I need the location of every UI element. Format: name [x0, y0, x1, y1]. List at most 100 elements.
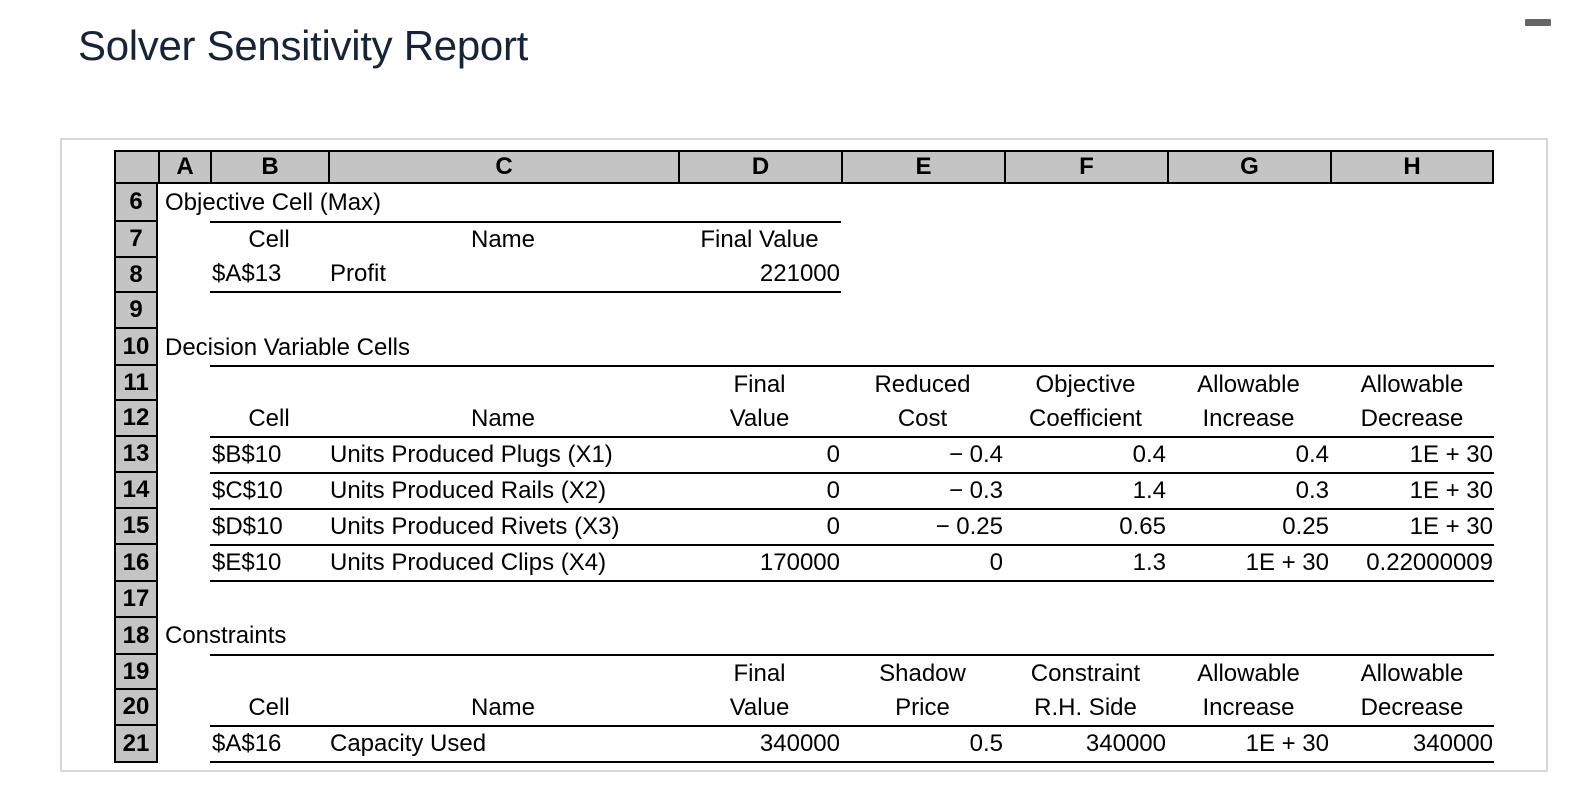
- decision-bottom-rule: [210, 580, 1494, 582]
- column-header-c[interactable]: C: [328, 150, 678, 184]
- objective-header-final-value: Final Value: [700, 226, 819, 253]
- decision-row-3-inc[interactable]: 0.25: [1282, 513, 1329, 540]
- decision-row-3-cell[interactable]: $D$10: [212, 513, 283, 540]
- objective-header-name: Name: [470, 226, 536, 253]
- constraints-header-increase: Increase: [1202, 694, 1295, 721]
- constraint-row-1-rhs[interactable]: 340000: [1085, 730, 1166, 757]
- decision-header-final: Final: [733, 371, 786, 398]
- constraints-header-rhs: R.H. Side: [1034, 694, 1137, 721]
- decision-header-cell: Cell: [248, 405, 290, 432]
- column-header-a[interactable]: A: [158, 150, 210, 184]
- decision-header-coefficient: Coefficient: [1029, 405, 1142, 432]
- decision-row-2-reduced[interactable]: − 0.3: [948, 477, 1003, 504]
- section-objective-title: Objective Cell (Max): [165, 189, 382, 216]
- row-header-15[interactable]: 15: [114, 509, 158, 545]
- row-header-14[interactable]: 14: [114, 473, 158, 509]
- decision-header-allowable-inc: Allowable: [1197, 371, 1300, 398]
- decision-row-2-final[interactable]: 0: [826, 477, 840, 504]
- row-header-7[interactable]: 7: [114, 222, 158, 258]
- decision-row-4-dec[interactable]: 0.22000009: [1366, 549, 1493, 576]
- row-header-21[interactable]: 21: [114, 726, 158, 763]
- row-header-16[interactable]: 16: [114, 545, 158, 582]
- constraints-header-price: Price: [895, 694, 950, 721]
- row-header-18[interactable]: 18: [114, 618, 158, 655]
- constraints-top-rule: [210, 654, 1494, 656]
- decision-row-1-name[interactable]: Units Produced Plugs (X1): [330, 441, 613, 468]
- constraint-row-1-dec[interactable]: 340000: [1412, 730, 1493, 757]
- decision-row-1-final[interactable]: 0: [826, 441, 840, 468]
- section-constraints-title: Constraints: [165, 622, 287, 649]
- objective-final-value[interactable]: 221000: [759, 260, 840, 287]
- decision-header-name: Name: [470, 405, 536, 432]
- page-title: Solver Sensitivity Report: [78, 22, 529, 69]
- decision-row-2-cell[interactable]: $C$10: [212, 477, 283, 504]
- constraints-header-shadow: Shadow: [879, 660, 966, 687]
- decision-row-4-final[interactable]: 170000: [759, 549, 840, 576]
- decision-row-3-final[interactable]: 0: [826, 513, 840, 540]
- decision-row-3-coef[interactable]: 0.65: [1119, 513, 1166, 540]
- column-header-g[interactable]: G: [1167, 150, 1330, 184]
- decision-header-rule: [210, 436, 1494, 438]
- decision-header-reduced: Reduced: [874, 371, 971, 398]
- decision-row-4-name[interactable]: Units Produced Clips (X4): [330, 549, 607, 576]
- constraints-header-cell: Cell: [248, 694, 290, 721]
- decision-row-1-reduced[interactable]: − 0.4: [948, 441, 1003, 468]
- report-frame: [60, 138, 1548, 772]
- constraints-header-final: Final: [733, 660, 786, 687]
- column-header-f[interactable]: F: [1004, 150, 1167, 184]
- objective-bottom-rule: [210, 291, 841, 293]
- decision-row-4-coef[interactable]: 1.3: [1132, 549, 1166, 576]
- decision-row-3-dec[interactable]: 1E + 30: [1409, 513, 1493, 540]
- decision-header-allowable-dec: Allowable: [1360, 371, 1464, 398]
- decision-row-1-coef[interactable]: 0.4: [1132, 441, 1166, 468]
- row-header-20[interactable]: 20: [114, 690, 158, 726]
- column-header-b[interactable]: B: [210, 150, 328, 184]
- decision-header-increase: Increase: [1202, 405, 1295, 432]
- constraints-header-constraint: Constraint: [1030, 660, 1141, 687]
- column-header-h[interactable]: H: [1330, 150, 1494, 184]
- column-header-e[interactable]: E: [841, 150, 1004, 184]
- decision-row-4-cell[interactable]: $E$10: [212, 549, 282, 576]
- objective-cell-ref[interactable]: $A$13: [212, 260, 282, 287]
- constraint-row-1-name[interactable]: Capacity Used: [330, 730, 487, 757]
- decision-header-decrease: Decrease: [1360, 405, 1464, 432]
- decision-header-value: Value: [729, 405, 790, 432]
- constraint-row-1-cell[interactable]: $A$16: [212, 730, 282, 757]
- constraints-bottom-rule: [210, 761, 1494, 763]
- row-header-8[interactable]: 8: [114, 258, 158, 293]
- objective-header-cell: Cell: [248, 226, 290, 253]
- column-header-d[interactable]: D: [678, 150, 841, 184]
- constraint-row-1-inc[interactable]: 1E + 30: [1245, 730, 1329, 757]
- decision-row-2-coef[interactable]: 1.4: [1132, 477, 1166, 504]
- row-header-17[interactable]: 17: [114, 582, 158, 618]
- decision-row-4-reduced[interactable]: 0: [989, 549, 1003, 576]
- row-header-12[interactable]: 12: [114, 401, 158, 437]
- objective-name[interactable]: Profit: [330, 260, 387, 287]
- decision-row-4-inc[interactable]: 1E + 30: [1245, 549, 1329, 576]
- constraints-header-rule: [210, 725, 1494, 727]
- decision-row-1-cell[interactable]: $B$10: [212, 441, 282, 468]
- decision-row-1-dec[interactable]: 1E + 30: [1409, 441, 1493, 468]
- decision-row-2-name[interactable]: Units Produced Rails (X2): [330, 477, 607, 504]
- decision-row-3-name[interactable]: Units Produced Rivets (X3): [330, 513, 620, 540]
- decision-header-cost: Cost: [897, 405, 948, 432]
- row-header-10[interactable]: 10: [114, 329, 158, 366]
- minimize-icon[interactable]: [1525, 19, 1551, 26]
- decision-row-2-inc[interactable]: 0.3: [1295, 477, 1329, 504]
- row-header-13[interactable]: 13: [114, 437, 158, 473]
- decision-row-2-dec[interactable]: 1E + 30: [1409, 477, 1493, 504]
- row-header-19[interactable]: 19: [114, 655, 158, 690]
- row-header-11[interactable]: 11: [114, 366, 158, 401]
- decision-row-1-rule: [210, 472, 1494, 474]
- decision-row-3-rule: [210, 544, 1494, 546]
- row-header-9[interactable]: 9: [114, 293, 158, 329]
- select-all-corner[interactable]: [114, 150, 158, 184]
- constraint-row-1-shadow[interactable]: 0.5: [969, 730, 1003, 757]
- constraint-row-1-final[interactable]: 340000: [759, 730, 840, 757]
- row-header-6[interactable]: 6: [114, 184, 158, 222]
- decision-row-1-inc[interactable]: 0.4: [1295, 441, 1329, 468]
- decision-row-3-reduced[interactable]: − 0.25: [935, 513, 1003, 540]
- constraints-header-name: Name: [470, 694, 536, 721]
- decision-header-objective: Objective: [1035, 371, 1136, 398]
